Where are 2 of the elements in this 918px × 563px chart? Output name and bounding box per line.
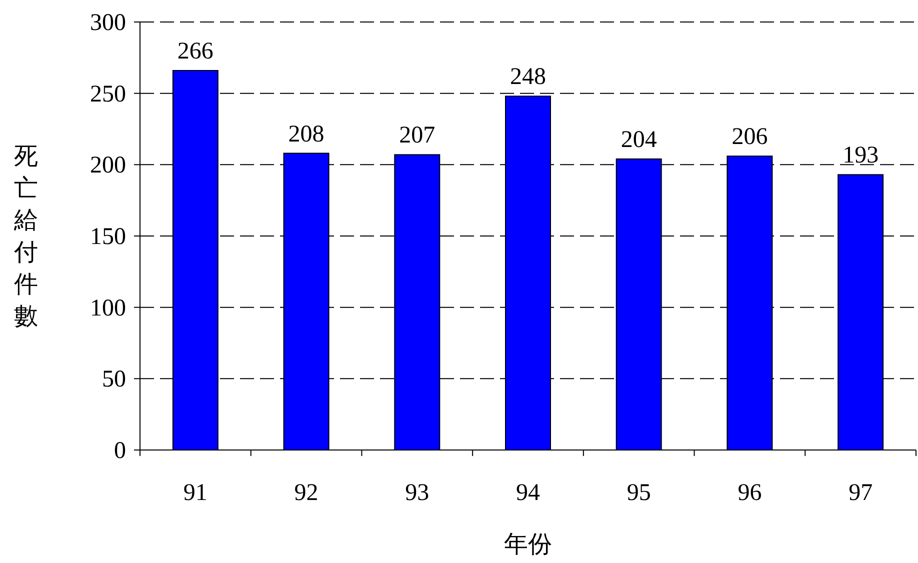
ylabel: 死亡給付件數 bbox=[14, 143, 38, 330]
xlabel: 年份 bbox=[504, 531, 552, 558]
